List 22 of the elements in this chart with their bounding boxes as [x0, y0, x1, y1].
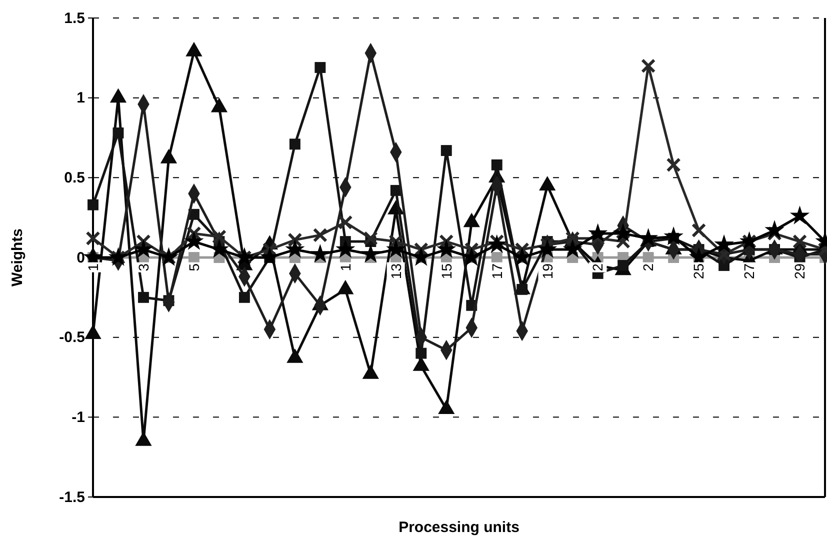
y-tick-label: 1: [76, 90, 85, 107]
x-tick-label: 1: [84, 263, 101, 272]
y-axis-title: Weights: [9, 228, 26, 287]
x-tick-label: 27: [741, 263, 758, 280]
y-tick-label: 1.5: [64, 10, 85, 27]
y-tick-label: -1.5: [59, 488, 85, 506]
x-tick-label: 29: [792, 263, 808, 280]
y-tick-label: -1: [72, 408, 85, 426]
x-tick-label: 5: [186, 263, 202, 272]
x-tick-label: 17: [488, 263, 505, 280]
x-tick-label: 15: [438, 263, 454, 280]
x-tick-label: 3: [135, 263, 152, 272]
x-tick-label: 25: [690, 263, 707, 280]
x-tick-label: 19: [539, 263, 556, 280]
x-tick-label: 13: [388, 263, 404, 280]
x-tick-label: 2: [640, 263, 656, 272]
y-tick-label: 0: [76, 249, 85, 266]
y-tick-label: 0.5: [64, 169, 85, 186]
x-tick-label: 2: [590, 263, 606, 272]
x-tick-label: 1: [337, 263, 354, 272]
y-tick-label: -0.5: [59, 329, 85, 346]
x-axis-title: Processing units: [398, 519, 520, 536]
